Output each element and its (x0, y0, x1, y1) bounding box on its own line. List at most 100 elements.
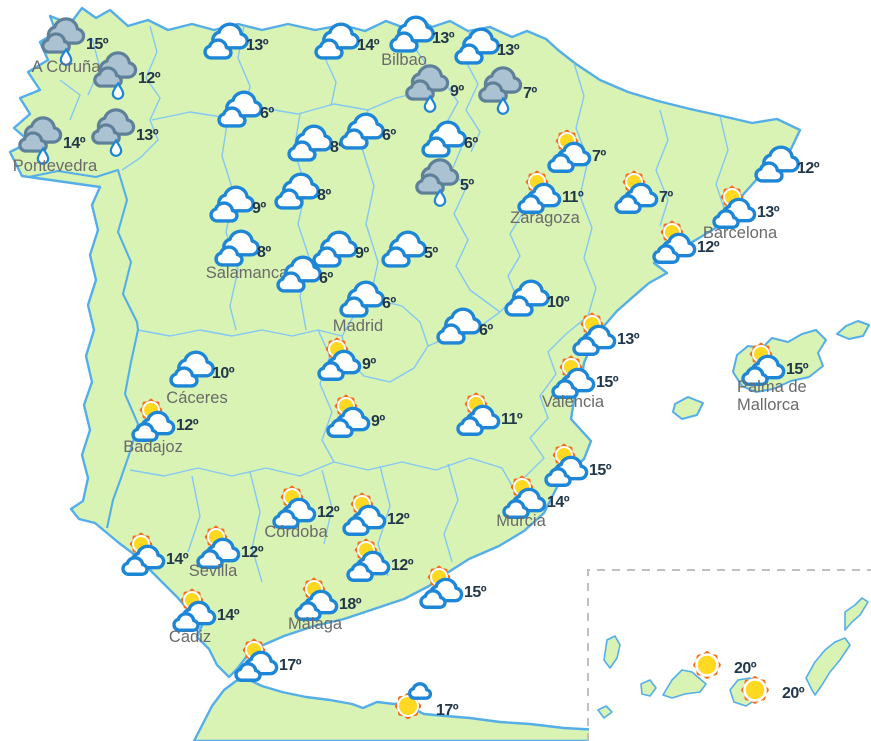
weather-station-cordoba[interactable]: 12º Córdoba (264, 485, 340, 541)
fuerteventura-island (805, 637, 851, 696)
weather-station-salamanca[interactable]: 8º Salamanca (206, 231, 289, 282)
weather-station[interactable]: 12º (344, 492, 410, 534)
la-gomera-island (640, 679, 657, 697)
temperature-value: 7º (523, 85, 537, 102)
temperature-value: 6º (382, 127, 396, 144)
temperature-value: 13º (136, 127, 159, 144)
city-label: Málaga (288, 615, 343, 633)
weather-station[interactable]: 13º (93, 110, 159, 156)
weather-station[interactable]: 13º (456, 29, 520, 63)
temperature-value: 8º (257, 244, 271, 261)
weather-station[interactable]: 20º (690, 648, 757, 682)
temperature-value: 14º (217, 607, 240, 624)
temperature-value: 15º (464, 584, 487, 601)
city-label: Salamanca (206, 264, 289, 282)
city-label: Córdoba (264, 523, 328, 541)
temperature-value: 18º (339, 596, 362, 613)
weather-station[interactable]: 15º (546, 443, 612, 485)
el-hierro-island (597, 705, 613, 719)
temperature-value: 6º (382, 295, 396, 312)
weather-station[interactable]: 9º (319, 337, 377, 379)
weather-station-bilbao[interactable]: 13º Bilbao (381, 17, 455, 69)
weather-station-valencia[interactable]: 15º Valencia (542, 355, 619, 411)
weather-station[interactable]: 5º (417, 160, 475, 206)
temperature-value: 20º (782, 685, 805, 702)
temperature-value: 10º (547, 294, 570, 311)
weather-station[interactable]: 14º (123, 532, 189, 574)
weather-station[interactable]: 6º (438, 309, 494, 343)
temperature-value: 20º (734, 660, 757, 677)
weather-station[interactable]: 13º (205, 24, 269, 58)
city-label: Madrid (333, 317, 383, 335)
temperature-value: 14º (166, 551, 189, 568)
weather-station-a-coruna[interactable]: 15º A Coruña (32, 19, 109, 76)
weather-station[interactable]: 20º (738, 673, 805, 707)
city-label: Bilbao (381, 51, 427, 69)
weather-station[interactable]: 6º (423, 122, 479, 156)
temperature-value: 12º (387, 511, 410, 528)
weather-station[interactable]: 17º (394, 684, 459, 720)
weather-station[interactable]: 9º (407, 66, 465, 112)
city-label: Palma de Mallorca (737, 378, 807, 414)
temperature-value: 5º (460, 177, 474, 194)
weather-station[interactable]: 8º (276, 174, 332, 208)
weather-station[interactable]: 6º (219, 92, 275, 126)
weather-station[interactable]: 7º (480, 68, 538, 114)
temperature-value: 14º (357, 37, 380, 54)
temperature-value: 9º (355, 245, 369, 262)
weather-station-madrid[interactable]: 6º Madrid (333, 282, 397, 335)
weather-station[interactable]: 12º (95, 53, 161, 99)
weather-station[interactable]: 6º (278, 257, 334, 291)
temperature-value: 15º (86, 36, 109, 53)
weather-station[interactable]: 9º (314, 232, 370, 266)
menorca-island (836, 320, 870, 340)
temperature-value: 17º (436, 702, 459, 719)
temperature-value: 12º (317, 504, 340, 521)
temperature-value: 13º (246, 37, 269, 54)
temperature-value: 15º (589, 462, 612, 479)
weather-station[interactable]: 12º (654, 220, 720, 262)
weather-station[interactable]: 17º (236, 638, 302, 680)
canary-islands-inset (587, 569, 871, 741)
temperature-value: 6º (464, 135, 478, 152)
weather-station-barcelona[interactable]: 13º Barcelona (703, 185, 780, 242)
weather-station-cadiz[interactable]: 14º Cádiz (169, 588, 240, 646)
temperature-value: 13º (432, 30, 455, 47)
weather-station-malaga[interactable]: 18º Málaga (288, 577, 362, 633)
weather-station-badajoz[interactable]: 12º Badajoz (123, 398, 199, 456)
city-label: Cádiz (169, 628, 211, 646)
temperature-value: 12º (138, 70, 161, 87)
weather-station[interactable]: 9º (328, 394, 386, 436)
temperature-value: 10º (212, 365, 235, 382)
weather-station[interactable]: 7º (616, 170, 674, 212)
city-label: Barcelona (703, 224, 778, 242)
city-label: Cáceres (166, 389, 227, 407)
weather-station[interactable]: 9º (211, 187, 267, 221)
weather-station-zaragoza[interactable]: 11º Zaragoza (510, 170, 584, 227)
temperature-value: 8º (317, 187, 331, 204)
inset-dashed-border (587, 569, 871, 741)
weather-station-pontevedra[interactable]: 14º Pontevedra (13, 118, 98, 175)
weather-station-caceres[interactable]: 10º Cáceres (166, 352, 235, 407)
temperature-value: 15º (596, 374, 619, 391)
weather-station[interactable]: 12º (756, 147, 820, 181)
weather-station[interactable]: 13º (574, 312, 640, 354)
temperature-value: 6º (319, 270, 333, 287)
city-label: Zaragoza (510, 209, 581, 227)
temperature-value: 11º (562, 189, 584, 206)
weather-station[interactable]: 10º (506, 281, 570, 315)
weather-station[interactable]: 6º (341, 114, 397, 148)
portugal-spain-border (23, 168, 140, 529)
weather-station[interactable]: 5º (383, 232, 439, 266)
weather-station[interactable]: 11º (458, 392, 523, 434)
weather-station[interactable]: 15º (421, 565, 487, 607)
temperature-value: 12º (241, 544, 264, 561)
weather-station[interactable]: 12º (348, 538, 414, 580)
weather-station[interactable]: 7º (549, 129, 607, 171)
weather-station[interactable]: 14º (316, 24, 380, 58)
